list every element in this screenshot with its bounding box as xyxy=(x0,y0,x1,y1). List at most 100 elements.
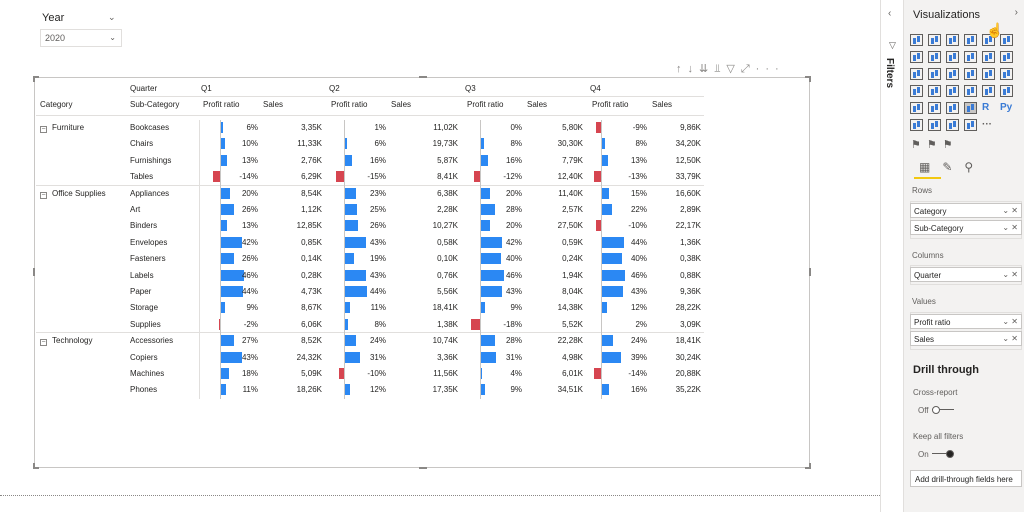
profit-ratio-bar[interactable] xyxy=(601,187,609,199)
profit-ratio-bar[interactable] xyxy=(480,236,502,248)
resize-handle[interactable] xyxy=(809,268,811,276)
subcategory-label[interactable]: Furnishings xyxy=(130,155,172,165)
card-visual-icon[interactable] xyxy=(982,85,995,97)
profit-ratio-bar[interactable] xyxy=(595,220,601,232)
field-controls-icon[interactable]: ⌄ ✕ xyxy=(1002,317,1018,326)
profit-ratio-bar[interactable] xyxy=(601,204,613,215)
profit-ratio-bar[interactable] xyxy=(220,220,227,232)
subcategory-label[interactable]: Binders xyxy=(130,221,158,231)
multi-row-card-visual-icon[interactable] xyxy=(1000,85,1013,97)
analytics-tab-icon[interactable]: ⚲ xyxy=(964,160,986,174)
profit-ratio-bar[interactable] xyxy=(344,220,358,232)
subcategory-label[interactable]: Storage xyxy=(130,303,159,313)
matrix-visual[interactable] xyxy=(33,76,811,469)
profit-ratio-bar[interactable] xyxy=(480,138,485,150)
matrix-visual-icon[interactable] xyxy=(964,102,977,114)
profit-ratio-bar[interactable] xyxy=(480,269,504,281)
profit-ratio-bar[interactable] xyxy=(601,286,624,297)
profit-ratio-bar[interactable] xyxy=(593,368,601,379)
profit-ratio-bar[interactable] xyxy=(594,171,601,183)
profit-ratio-bar[interactable] xyxy=(480,351,497,363)
filled-map-visual-icon[interactable] xyxy=(928,85,941,97)
profit-ratio-bar[interactable] xyxy=(480,384,485,396)
profit-ratio-bar[interactable] xyxy=(480,286,503,297)
category-row-header[interactable]: − Furniture xyxy=(40,123,84,133)
stacked-column-visual-icon[interactable] xyxy=(928,34,941,46)
profit-ratio-bar[interactable] xyxy=(344,318,349,330)
subcategory-label[interactable]: Tables xyxy=(130,172,154,182)
custom-visual-icons[interactable]: ⚑⚑⚑ xyxy=(911,139,959,151)
profit-ratio-bar[interactable] xyxy=(601,384,610,396)
year-dropdown[interactable]: 2020 ⌄ xyxy=(40,29,122,47)
subcategory-label[interactable]: Accessories xyxy=(130,336,174,346)
profit-ratio-bar[interactable] xyxy=(344,138,348,150)
keep-filters-toggle[interactable]: On xyxy=(918,450,954,459)
subcategory-label[interactable]: Labels xyxy=(130,270,154,280)
subcategory-label[interactable]: Bookcases xyxy=(130,123,170,132)
profit-ratio-bar[interactable] xyxy=(212,171,220,183)
profit-ratio-bar[interactable] xyxy=(601,269,625,281)
profit-ratio-bar[interactable] xyxy=(601,351,622,363)
profit-ratio-bar[interactable] xyxy=(601,335,614,347)
profit-ratio-bar[interactable] xyxy=(220,351,243,363)
drill-through-drop-zone[interactable]: Add drill-through fields here xyxy=(910,470,1022,487)
field-controls-icon[interactable]: ⌄ ✕ xyxy=(1002,206,1018,215)
rows-field-subcategory[interactable]: Sub-Category ⌄ ✕ xyxy=(910,220,1022,235)
profit-ratio-bar[interactable] xyxy=(220,253,234,265)
profit-ratio-bar[interactable] xyxy=(480,253,501,265)
profit-ratio-bar[interactable] xyxy=(480,154,489,166)
pie-visual-icon[interactable] xyxy=(964,68,977,80)
quarter-header[interactable]: Q3 xyxy=(465,84,476,93)
profit-ratio-bar[interactable] xyxy=(480,220,491,232)
stacked-bar-visual-icon[interactable] xyxy=(910,34,923,46)
profit-ratio-bar[interactable] xyxy=(601,302,608,314)
waterfall-visual-icon[interactable] xyxy=(910,68,923,80)
profit-ratio-bar[interactable] xyxy=(220,368,230,379)
columns-field-quarter[interactable]: Quarter ⌄ ✕ xyxy=(910,267,1022,282)
scatter-visual-icon[interactable] xyxy=(946,68,959,80)
measure-header-sales[interactable]: Sales xyxy=(527,100,548,109)
profit-ratio-bar[interactable] xyxy=(220,286,243,297)
profit-ratio-bar[interactable] xyxy=(344,204,357,215)
field-controls-icon[interactable]: ⌄ ✕ xyxy=(1002,270,1018,279)
collapse-icon[interactable]: − xyxy=(40,126,47,133)
profit-ratio-bar[interactable] xyxy=(601,154,608,166)
measure-header-sales[interactable]: Sales xyxy=(263,100,284,109)
profit-ratio-bar[interactable] xyxy=(480,187,491,199)
resize-handle[interactable] xyxy=(33,467,39,469)
row-header-category[interactable]: Category xyxy=(40,100,73,109)
measure-header-profit-ratio[interactable]: Profit ratio xyxy=(331,100,368,109)
clustered-bar-visual-icon[interactable] xyxy=(946,34,959,46)
smart-narrative-visual-icon[interactable] xyxy=(946,119,959,131)
row-header-subcategory[interactable]: Sub-Category xyxy=(130,100,180,109)
values-field-profit-ratio[interactable]: Profit ratio ⌄ ✕ xyxy=(910,314,1022,329)
profit-ratio-bar[interactable] xyxy=(220,384,226,396)
resize-handle[interactable] xyxy=(33,76,35,82)
subcategory-label[interactable]: Envelopes xyxy=(130,237,168,247)
profit-ratio-bar[interactable] xyxy=(344,154,353,166)
100-column-visual-icon[interactable] xyxy=(1000,34,1013,46)
values-field-sales[interactable]: Sales ⌄ ✕ xyxy=(910,331,1022,346)
profit-ratio-bar[interactable] xyxy=(480,302,485,314)
toggle-switch-icon[interactable] xyxy=(931,450,954,458)
profit-ratio-bar[interactable] xyxy=(344,302,350,314)
kpi-visual-icon[interactable] xyxy=(910,102,923,114)
profit-ratio-bar[interactable] xyxy=(220,122,224,133)
profit-ratio-bar[interactable] xyxy=(344,253,354,265)
line-column-visual-icon[interactable] xyxy=(964,51,977,63)
stacked-area-visual-icon[interactable] xyxy=(946,51,959,63)
profit-ratio-bar[interactable] xyxy=(344,269,367,281)
ribbon-visual-icon[interactable] xyxy=(1000,51,1013,63)
line-clustered-visual-icon[interactable] xyxy=(982,51,995,63)
profit-ratio-bar[interactable] xyxy=(480,335,495,347)
profit-ratio-bar[interactable] xyxy=(473,171,480,183)
subcategory-label[interactable]: Copiers xyxy=(130,352,158,362)
resize-handle[interactable] xyxy=(809,76,811,82)
subcategory-label[interactable]: Machines xyxy=(130,369,165,378)
q-and-a-visual-icon[interactable] xyxy=(928,119,941,131)
funnel-visual-icon[interactable] xyxy=(928,68,941,80)
rows-field-category[interactable]: Category ⌄ ✕ xyxy=(910,203,1022,218)
resize-handle[interactable] xyxy=(805,76,811,78)
quarter-header[interactable]: Q1 xyxy=(201,84,212,93)
treemap-visual-icon[interactable] xyxy=(1000,68,1013,80)
